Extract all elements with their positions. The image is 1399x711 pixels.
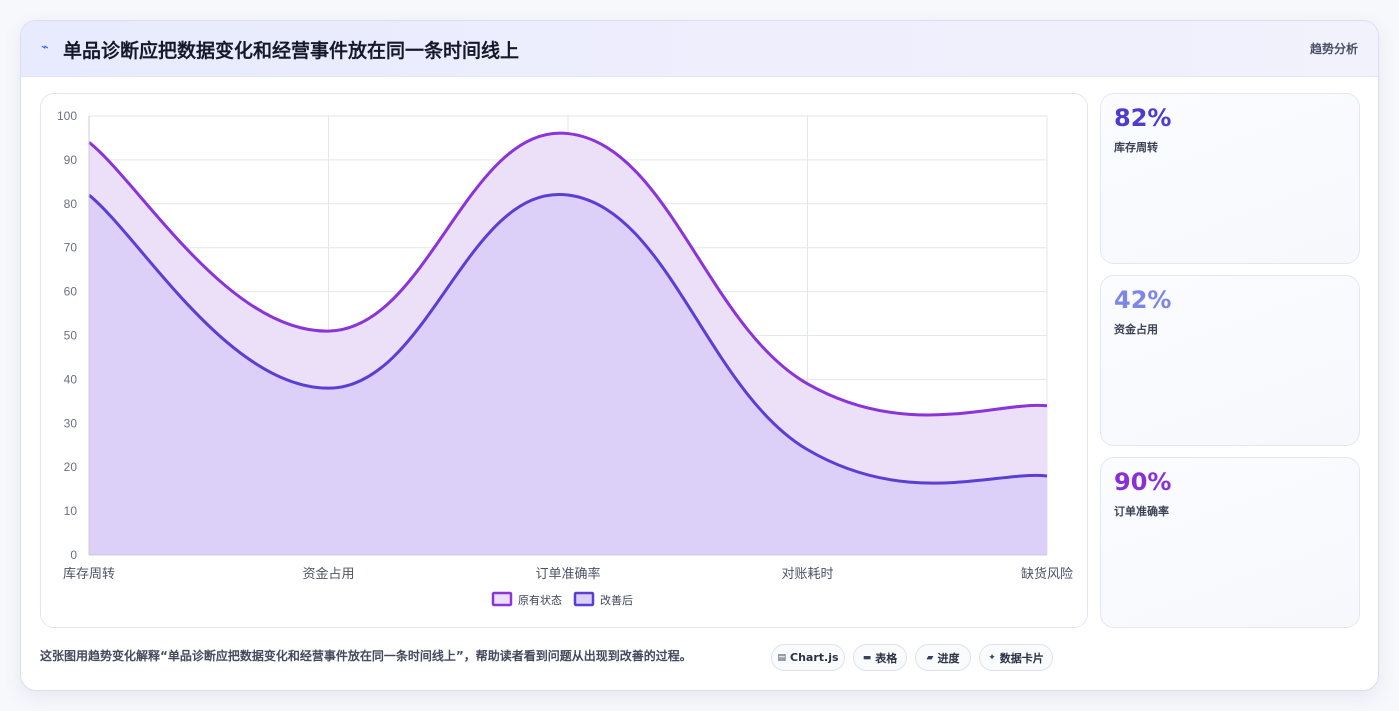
pill-label: Chart.js bbox=[790, 651, 839, 664]
kpi-card-order-accuracy: 90% 订单准确率 bbox=[1100, 457, 1360, 628]
y-tick-label: 30 bbox=[64, 416, 78, 430]
legend-swatch-0 bbox=[491, 591, 513, 607]
y-tick-label: 80 bbox=[64, 197, 78, 211]
series-line-0 bbox=[88, 131, 1048, 417]
x-tick-label: 库存周转 bbox=[63, 566, 115, 582]
kpi-card-capital-occupation: 42% 资金占用 bbox=[1100, 275, 1360, 446]
card-header: ⌁ 单品诊断应把数据变化和经营事件放在同一条时间线上 趋势分析 bbox=[21, 21, 1378, 77]
y-tick-label: 10 bbox=[64, 504, 78, 518]
pill-chartjs[interactable]: ▤ Chart.js bbox=[771, 644, 845, 671]
y-tick-label: 70 bbox=[64, 241, 78, 255]
kpi-label: 资金占用 bbox=[1114, 323, 1158, 336]
pill-table[interactable]: ▬ 表格 bbox=[853, 644, 907, 671]
pill-progress[interactable]: ▰ 进度 bbox=[915, 644, 971, 671]
page-title: 单品诊断应把数据变化和经营事件放在同一条时间线上 bbox=[63, 40, 520, 62]
pill-label: 进度 bbox=[937, 651, 960, 665]
sparkle-icon: ✦ bbox=[988, 652, 996, 663]
y-tick-label: 60 bbox=[64, 285, 78, 299]
y-tick-label: 20 bbox=[64, 460, 78, 474]
kpi-card-inventory-turnover: 82% 库存周转 bbox=[1100, 93, 1360, 264]
legend-swatch-1 bbox=[573, 591, 595, 607]
series-area-1 bbox=[89, 194, 1047, 555]
y-tick-label: 40 bbox=[64, 372, 78, 386]
kpi-value: 42% bbox=[1114, 286, 1172, 314]
x-tick-label: 对账耗时 bbox=[781, 567, 833, 582]
kpi-label: 订单准确率 bbox=[1114, 505, 1169, 518]
pill-label: 数据卡片 bbox=[999, 651, 1044, 665]
x-tick-label: 缺货风险 bbox=[1021, 566, 1073, 582]
series-line-1 bbox=[88, 193, 1048, 485]
y-tick-label: 0 bbox=[70, 548, 77, 562]
chart-icon: ▤ bbox=[777, 652, 786, 663]
y-tick-label: 50 bbox=[64, 329, 78, 343]
pill-data-card[interactable]: ✦ 数据卡片 bbox=[979, 644, 1053, 671]
chart-card: ⌁ 单品诊断应把数据变化和经营事件放在同一条时间线上 趋势分析 0 10 20 30 4… bbox=[20, 20, 1379, 691]
pulse-icon: ⌁ bbox=[41, 40, 49, 55]
legend-label-1: 改善后 bbox=[600, 593, 633, 607]
legend-label-0: 原有状态 bbox=[518, 593, 562, 607]
category-tag[interactable]: 趋势分析 bbox=[1309, 42, 1358, 56]
chart-panel: 0 10 20 30 40 50 60 70 80 90 100 库存周转 资金占用 订单准确率 对账耗时 缺… bbox=[40, 93, 1088, 628]
pill-label: 表格 bbox=[875, 651, 898, 665]
y-tick-label: 100 bbox=[57, 109, 77, 123]
kpi-label: 库存周转 bbox=[1114, 141, 1158, 154]
chart-caption: 这张图用趋势变化解释“单品诊断应把数据变化和经营事件放在同一条时间线上”，帮助读… bbox=[40, 649, 692, 663]
area-chart: 0 10 20 30 40 50 60 70 80 90 100 库存周转 资金占用 订单准确率 对账耗时 缺… bbox=[57, 109, 1073, 607]
table-icon: ▬ bbox=[862, 652, 872, 663]
y-tick-label: 90 bbox=[64, 153, 78, 167]
x-tick-label: 订单准确率 bbox=[535, 566, 600, 582]
kpi-value: 82% bbox=[1114, 104, 1172, 132]
x-tick-label: 资金占用 bbox=[302, 566, 354, 582]
kpi-value: 90% bbox=[1114, 468, 1172, 496]
progress-icon: ▰ bbox=[926, 652, 934, 663]
